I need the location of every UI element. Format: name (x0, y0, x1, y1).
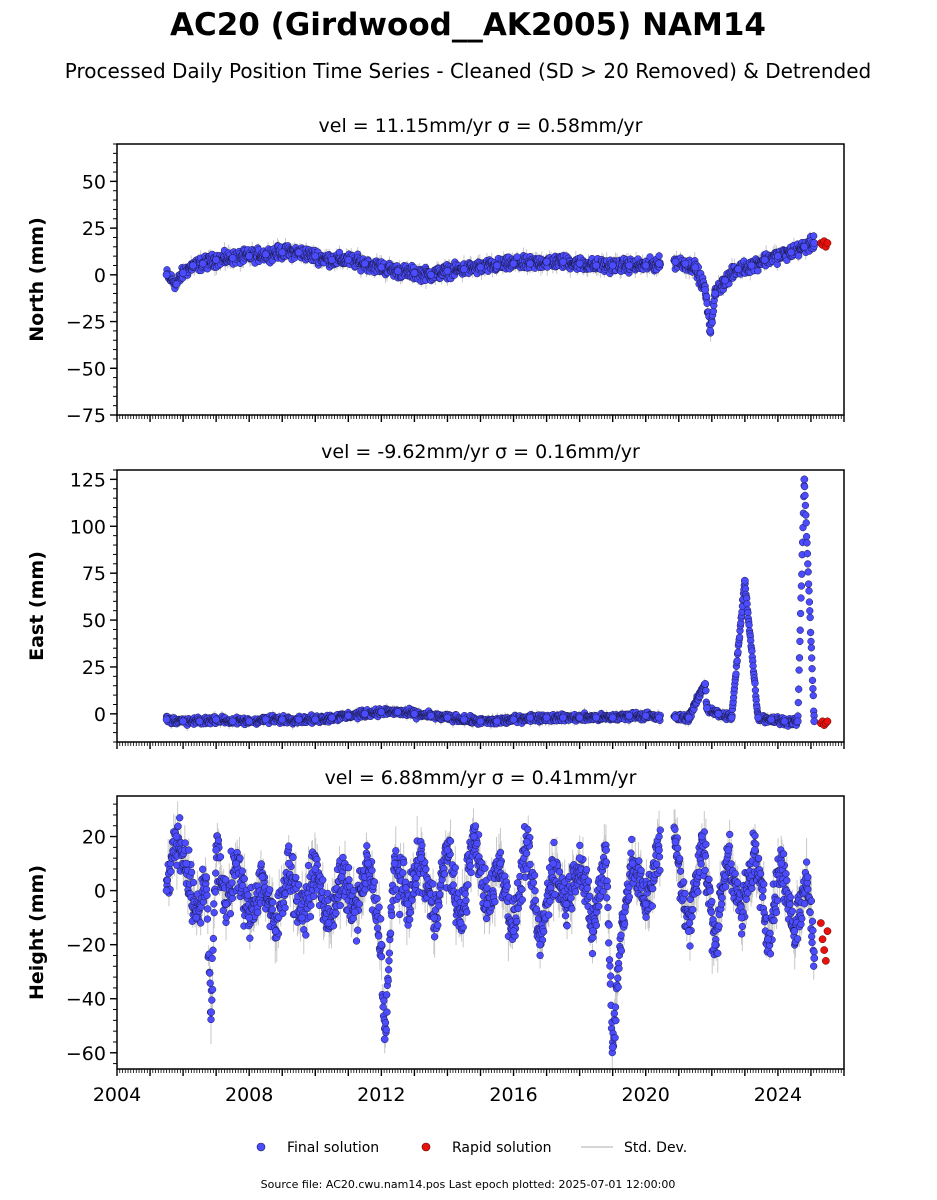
north-final-point (800, 242, 809, 251)
east-velocity-title: vel = -9.62mm/yr σ = 0.16mm/yr (321, 441, 640, 463)
north-final-point (655, 259, 663, 268)
east-final-point (702, 686, 710, 695)
north-final-point (344, 256, 353, 264)
north-final-point (760, 256, 769, 264)
north-final-point (681, 259, 690, 268)
north-y-axis-label: North (mm) (26, 217, 48, 342)
north-final-point (754, 267, 762, 275)
north-final-point (410, 269, 419, 277)
north-y-tick-label: −50 (66, 358, 106, 380)
north-final-point (625, 261, 634, 270)
north-final-point (460, 265, 468, 274)
north-final-point (691, 263, 700, 272)
north-final-point (608, 261, 617, 270)
north-final-point (703, 292, 711, 301)
north-final-point (655, 252, 663, 260)
north-final-point (592, 261, 601, 270)
north-final-point (228, 254, 237, 262)
north-final-point (787, 248, 795, 257)
north-final-point (721, 276, 729, 285)
east-y-axis-label: East (mm) (26, 551, 48, 661)
north-final-point (476, 263, 485, 272)
north-plot-area (162, 231, 832, 342)
north-final-point (245, 252, 254, 260)
north-final-point (162, 270, 171, 279)
north-final-point (641, 261, 650, 270)
north-final-point (509, 259, 518, 268)
north-final-point (526, 259, 534, 268)
north-rapid-point (823, 239, 832, 247)
north-final-point (179, 269, 187, 277)
east-final-point (733, 657, 741, 665)
north-final-point (795, 252, 803, 260)
north-velocity-title: vel = 11.15mm/yr σ = 0.58mm/yr (319, 115, 643, 137)
north-final-point (575, 259, 584, 268)
figure-title: AC20 (Girdwood__AK2005) NAM14 (170, 7, 766, 43)
north-final-point (278, 248, 287, 257)
figure-subtitle: Processed Daily Position Time Series - C… (65, 59, 871, 83)
north-final-point (810, 239, 819, 247)
north-final-point (701, 285, 710, 294)
north-final-point (542, 257, 551, 266)
north-final-point (199, 259, 207, 268)
north-final-point (189, 261, 197, 270)
north-final-point (394, 267, 402, 275)
north-final-point (443, 267, 452, 275)
north-y-tick-label: −25 (66, 312, 106, 334)
north-final-point (427, 270, 435, 279)
north-final-point (747, 261, 756, 270)
north-final-point (559, 257, 567, 266)
north-final-point (810, 232, 818, 240)
north-final-point (708, 318, 716, 327)
north-final-point (734, 265, 743, 274)
north-panel: vel = 11.15mm/yr σ = 0.58mm/yr North (mm)… (26, 115, 845, 427)
north-final-point (311, 252, 320, 260)
north-final-point (261, 250, 270, 259)
north-final-point (671, 257, 680, 266)
east-final-point (732, 670, 740, 678)
north-final-point (493, 261, 501, 270)
north-final-point (377, 263, 386, 272)
north-y-tick-label: 50 (82, 171, 106, 193)
north-final-point (774, 252, 782, 260)
east-plot-area (162, 475, 832, 732)
north-final-point (711, 289, 719, 298)
north-final-point (294, 248, 303, 257)
north-y-tick-label: 25 (82, 218, 106, 240)
north-final-point (327, 256, 336, 264)
north-final-point (706, 327, 715, 335)
north-y-tick-label: −75 (66, 405, 106, 427)
north-final-point (172, 280, 181, 289)
north-final-point (360, 259, 369, 268)
north-final-point (212, 256, 220, 264)
north-y-tick-label: 0 (94, 265, 106, 287)
